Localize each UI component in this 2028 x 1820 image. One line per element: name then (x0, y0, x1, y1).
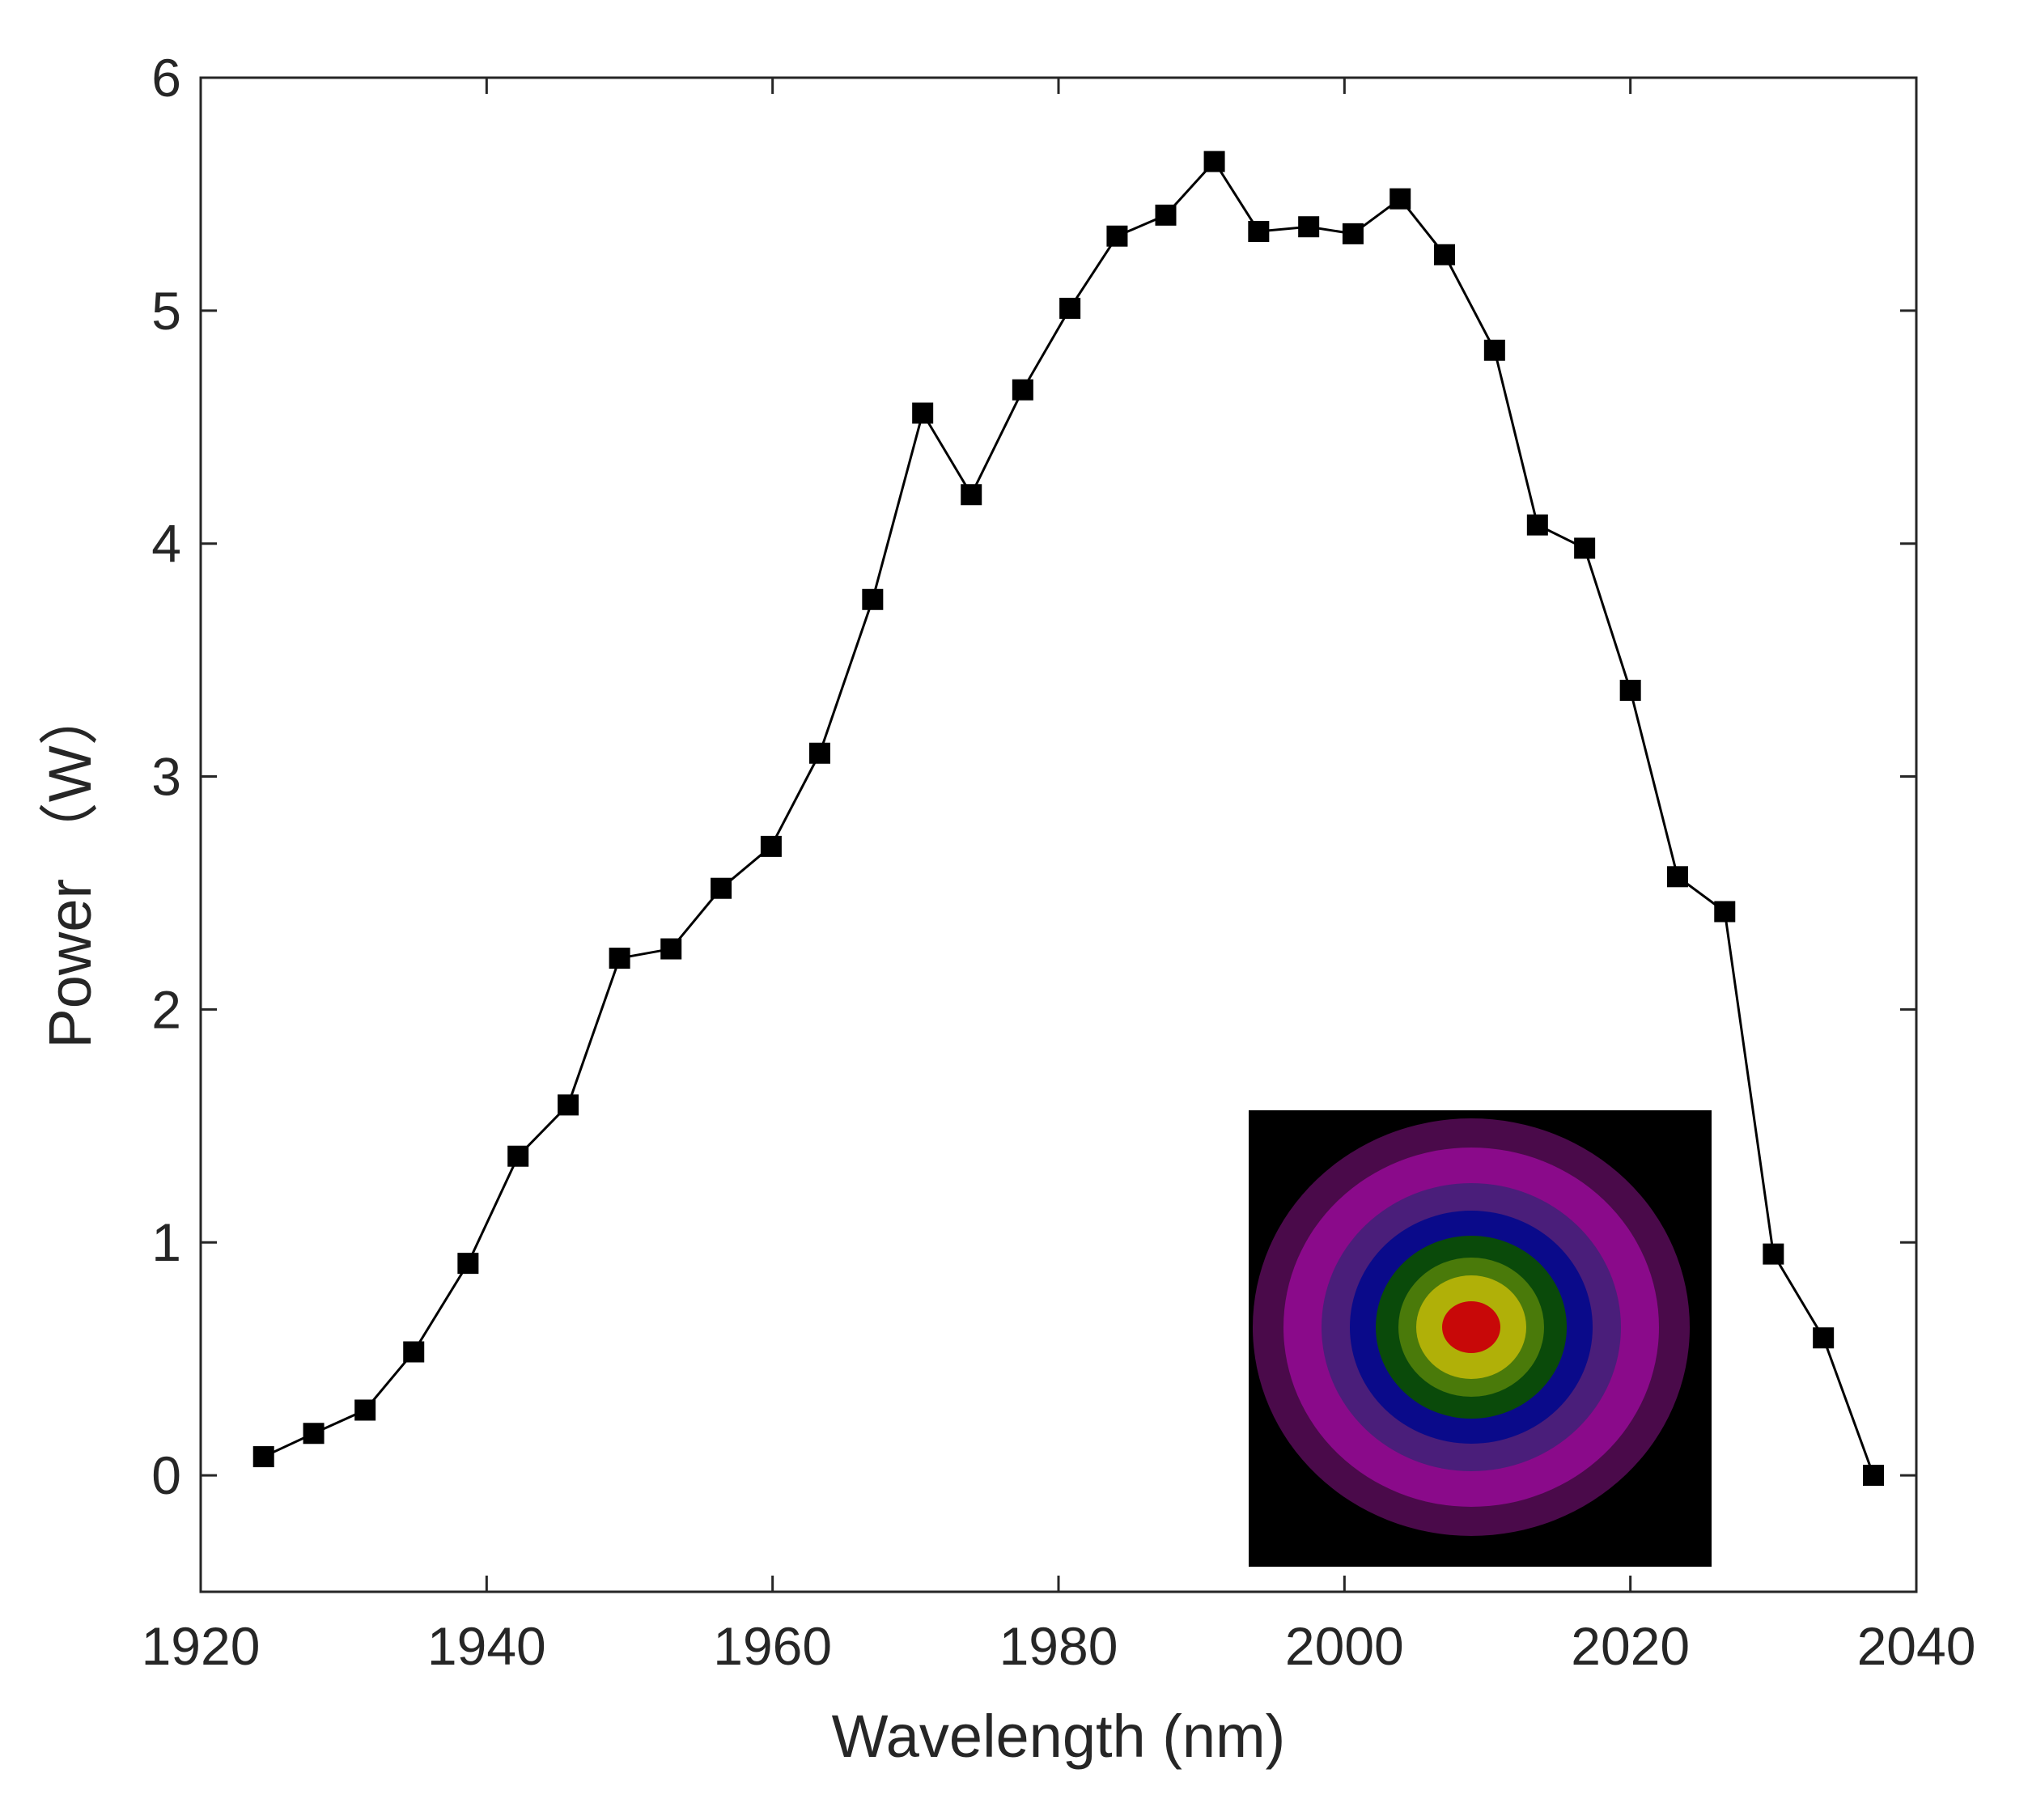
data-point (558, 1094, 579, 1116)
data-point (961, 484, 982, 506)
x-axis-ticks: 1920 1940 1960 1980 2000 2020 2040 (142, 78, 1976, 1676)
data-point (457, 1253, 479, 1275)
data-point (1666, 866, 1688, 888)
y-tick-label: 6 (151, 48, 181, 108)
data-point (808, 742, 830, 764)
y-tick-label: 1 (151, 1212, 181, 1272)
y-tick-label: 2 (151, 979, 181, 1039)
data-point (1298, 216, 1320, 238)
data-point (507, 1145, 529, 1167)
data-point (1863, 1465, 1884, 1487)
x-tick-label: 2000 (1285, 1616, 1404, 1676)
data-point (1483, 339, 1505, 361)
data-point (862, 588, 884, 610)
x-axis-title: Wavelength (nm) (832, 1703, 1286, 1770)
data-point (1248, 220, 1270, 242)
data-point (760, 835, 782, 857)
x-tick-label: 1940 (427, 1616, 546, 1676)
data-point (303, 1423, 325, 1445)
y-tick-label: 5 (151, 281, 181, 341)
data-point (1813, 1327, 1835, 1349)
data-point (1059, 297, 1081, 319)
series-markers (252, 151, 1884, 1487)
data-point (403, 1341, 425, 1363)
data-point (1155, 204, 1177, 226)
y-tick-label: 3 (151, 747, 181, 807)
data-point (1763, 1243, 1784, 1265)
x-tick-label: 2040 (1857, 1616, 1976, 1676)
data-point (1526, 514, 1548, 536)
data-point (660, 938, 682, 960)
y-axis-ticks: 0 1 2 3 4 5 6 (151, 48, 1916, 1505)
x-tick-label: 2020 (1571, 1616, 1690, 1676)
data-point (1714, 901, 1736, 923)
data-point (1203, 151, 1225, 172)
data-point (1106, 225, 1128, 247)
data-point (1574, 537, 1596, 559)
data-point (1434, 244, 1455, 265)
x-tick-label: 1920 (142, 1616, 261, 1676)
x-tick-label: 1960 (713, 1616, 832, 1676)
data-point (1619, 680, 1641, 702)
series-line-power (263, 159, 1875, 1476)
inset-ring (1442, 1301, 1500, 1353)
data-point (354, 1399, 376, 1421)
data-point (252, 1446, 274, 1468)
y-tick-label: 4 (151, 514, 181, 574)
data-point (1012, 379, 1033, 401)
beam-profile-inset (1249, 1110, 1712, 1567)
data-point (609, 948, 630, 969)
data-point (1342, 223, 1364, 244)
data-point (1389, 188, 1411, 210)
y-tick-label: 0 (151, 1445, 181, 1505)
data-point (711, 877, 732, 899)
data-point (912, 402, 934, 424)
x-tick-label: 1980 (999, 1616, 1118, 1676)
y-axis-title: Power （W） (36, 685, 104, 1048)
